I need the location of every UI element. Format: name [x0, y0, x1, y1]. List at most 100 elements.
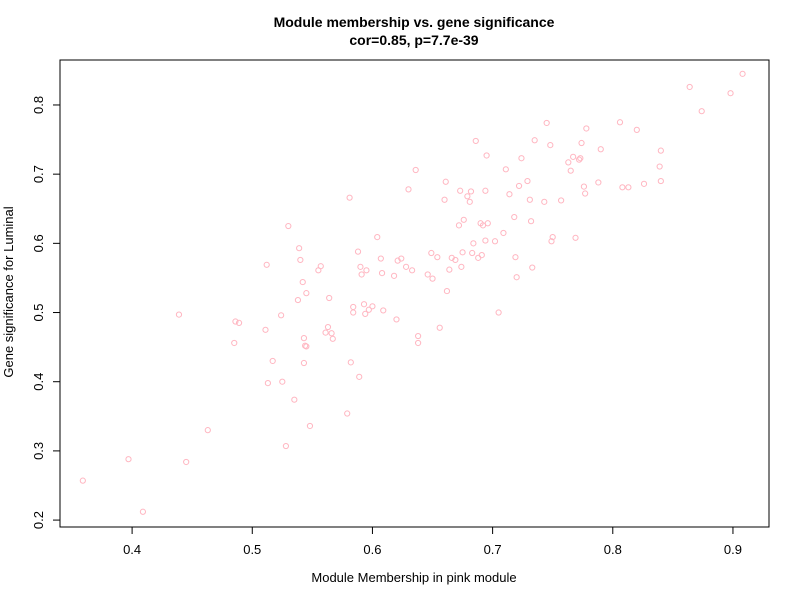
data-point [363, 267, 370, 274]
plot-frame [59, 59, 770, 528]
data-point [457, 187, 464, 194]
data-point [79, 477, 86, 484]
data-point [578, 139, 585, 147]
data-point [306, 422, 314, 430]
y-tick-label: 0.5 [31, 303, 46, 321]
data-point [285, 222, 292, 230]
x-tick-label: 0.4 [123, 542, 141, 557]
x-tick-label: 0.8 [604, 542, 622, 557]
y-tick-label: 0.7 [31, 165, 46, 183]
data-point [657, 147, 664, 154]
data-point [380, 307, 387, 314]
x-tick-label: 0.7 [484, 542, 502, 557]
data-point [350, 303, 357, 311]
data-point [467, 188, 475, 195]
data-point [511, 213, 518, 221]
data-point [405, 186, 412, 193]
data-point [269, 357, 276, 365]
data-point [322, 329, 329, 336]
data-point [231, 339, 238, 347]
data-point [460, 216, 467, 223]
data-point [483, 152, 490, 159]
data-point [278, 312, 285, 319]
data-point [478, 252, 485, 259]
data-points [79, 70, 746, 515]
data-point [513, 274, 520, 281]
data-point [263, 261, 270, 268]
data-point [597, 146, 604, 153]
data-point [464, 193, 471, 200]
data-point [264, 379, 271, 387]
data-point [576, 156, 583, 163]
data-point [398, 255, 405, 262]
data-point [452, 256, 459, 264]
data-point [441, 196, 448, 203]
y-tick-label: 0.8 [31, 96, 46, 114]
data-point [549, 234, 556, 241]
data-point [347, 359, 354, 366]
data-point [547, 141, 554, 149]
data-point [358, 271, 365, 278]
data-point [408, 267, 416, 274]
data-point [294, 296, 302, 304]
y-axis: 0.2 0.3 0.4 0.5 0.6 0.7 0.8 [31, 96, 61, 529]
data-point [412, 166, 419, 174]
data-point [502, 166, 509, 173]
data-point [541, 198, 548, 205]
data-point [362, 310, 369, 318]
data-point [616, 119, 624, 126]
data-point [524, 177, 531, 185]
data-point [350, 309, 357, 316]
x-axis: 0.4 0.5 0.6 0.7 0.8 0.9 [123, 526, 742, 557]
data-point [356, 373, 363, 380]
data-point [529, 264, 536, 271]
data-point [296, 245, 303, 252]
x-tick-label: 0.6 [363, 542, 381, 557]
data-point [446, 266, 453, 273]
data-point [369, 303, 376, 310]
data-point [572, 234, 579, 241]
x-tick-label: 0.9 [724, 542, 742, 557]
data-point [436, 324, 443, 331]
data-point [565, 159, 572, 166]
data-point [297, 256, 304, 264]
data-point [727, 90, 734, 97]
data-point [686, 83, 693, 91]
y-axis-label: Gene significance for Luminal [1, 206, 16, 377]
data-point [125, 456, 132, 463]
data-point [291, 396, 298, 403]
data-point [365, 306, 372, 313]
data-point [482, 187, 489, 194]
y-tick-label: 0.3 [31, 442, 46, 460]
data-point [428, 249, 435, 257]
data-point [455, 222, 463, 229]
data-point [402, 263, 410, 270]
data-point [698, 108, 705, 115]
data-point [357, 263, 364, 270]
data-point [582, 190, 589, 197]
data-point [282, 442, 290, 450]
data-point [470, 240, 477, 247]
y-tick-label: 0.6 [31, 234, 46, 252]
data-point [570, 153, 577, 160]
data-point [656, 163, 663, 170]
data-point [393, 316, 400, 323]
data-point [360, 301, 368, 308]
data-point [378, 269, 386, 277]
data-point [640, 180, 648, 187]
data-point [543, 119, 550, 127]
y-tick-label: 0.4 [31, 373, 46, 391]
data-point [518, 155, 525, 162]
chart-title: Module membership vs. gene significance [274, 14, 555, 30]
data-point [415, 339, 422, 347]
y-tick-label: 0.2 [31, 511, 46, 529]
data-point [484, 220, 491, 227]
data-point [324, 323, 332, 331]
data-point [472, 137, 479, 145]
data-point [390, 272, 398, 279]
data-point [354, 248, 362, 255]
data-point [300, 335, 308, 342]
data-point [739, 70, 746, 77]
data-point [346, 194, 353, 201]
